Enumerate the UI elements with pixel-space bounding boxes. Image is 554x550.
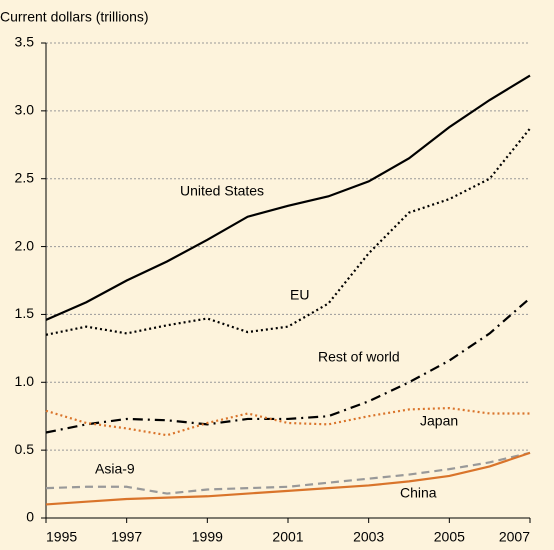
x-tick-label: 1999 <box>192 529 223 545</box>
x-tick-label: 1995 <box>46 529 77 545</box>
x-tick-label: 2005 <box>434 529 465 545</box>
series-line <box>45 451 531 495</box>
y-axis-label: Current dollars (trillions) <box>0 9 149 25</box>
x-tick-label: 2001 <box>272 529 303 545</box>
x-tick-label: 2003 <box>353 529 384 545</box>
x-tick-label: 2007 <box>499 529 530 545</box>
series-label: Japan <box>420 413 458 429</box>
series-line <box>45 74 531 321</box>
series-line <box>45 406 530 437</box>
x-tick-label: 1997 <box>111 529 142 545</box>
y-tick-label: 3.5 <box>15 34 35 50</box>
series-label: China <box>400 485 437 501</box>
y-tick-label: 0 <box>26 509 34 525</box>
y-tick-label: 1.5 <box>15 305 35 321</box>
series-label: Asia-9 <box>95 461 135 477</box>
y-tick-label: 2.0 <box>15 237 35 253</box>
y-tick-label: 0.5 <box>15 441 35 457</box>
series-line <box>45 297 531 434</box>
series-label: Rest of world <box>318 349 400 365</box>
series-label: EU <box>290 287 309 303</box>
y-tick-label: 1.0 <box>15 373 35 389</box>
series-line <box>45 451 531 506</box>
y-tick-label: 3.0 <box>15 102 35 118</box>
series-label: United States <box>180 183 264 199</box>
y-tick-label: 2.5 <box>15 169 35 185</box>
